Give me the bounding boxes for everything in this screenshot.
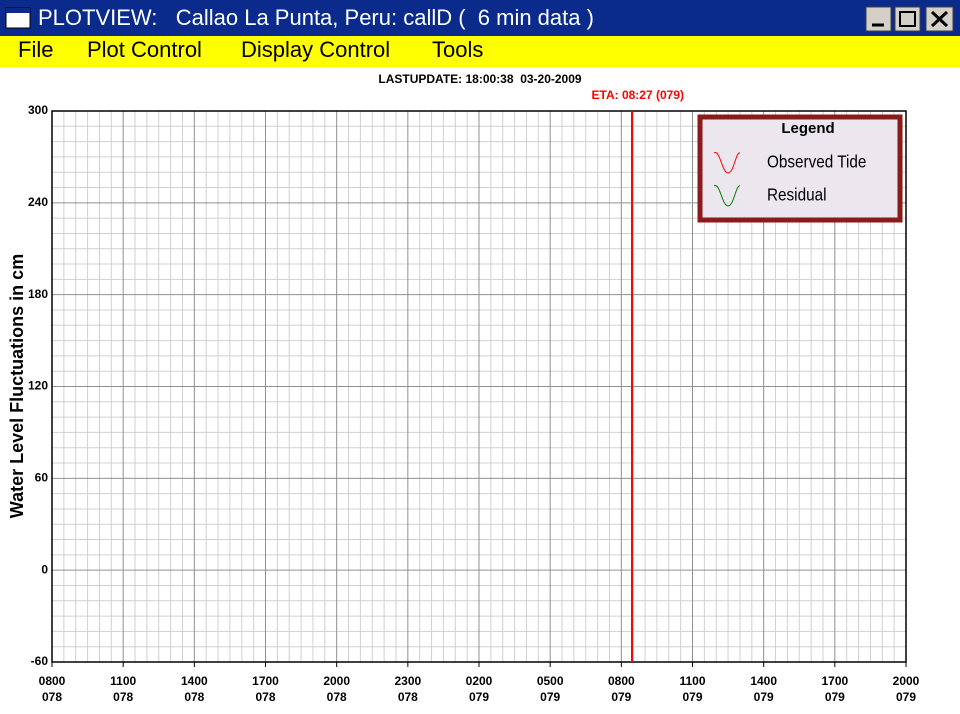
menu-bar [0,36,960,67]
legend-label: Observed Tide [767,152,866,172]
y-tick-label: -60 [31,654,49,668]
maximize-button[interactable] [894,6,921,32]
legend-icon [713,152,741,174]
close-icon [930,10,949,28]
y-tick-label: 60 [35,471,49,485]
x-tick-label: 1100 079 [679,674,705,704]
window-buttons [865,6,954,32]
y-tick-label: 0 [41,562,48,576]
plot-frame [51,110,907,663]
legend-title: Legend [781,120,834,137]
x-tick-label: 0200 079 [466,674,493,704]
y-tick-label: 120 [28,379,48,393]
eta-label: ETA: 08:27 (079) [592,88,684,102]
x-tick-label: 1700 079 [821,674,848,704]
x-tick-label: 1400 079 [750,674,777,704]
menu-item[interactable]: Tools [432,37,483,62]
app-icon-bar [6,8,30,13]
window-title: PLOTVIEW: Callao La Punta, Peru: callD (… [38,5,594,30]
x-tick-label: 2000 079 [893,674,920,704]
x-tick-label: 1400 078 [181,674,208,704]
y-tick-label: 240 [28,195,48,209]
y-tick-label: 300 [28,103,48,117]
x-tick-label: 0800 079 [608,674,635,704]
y-tick-label: 180 [28,287,48,301]
menu-item[interactable]: File [18,37,53,62]
x-tick-label: 1700 078 [252,674,279,704]
x-tick-label: 1100 078 [110,674,136,704]
title-bar [0,0,960,36]
x-tick-label: 2000 078 [323,674,350,704]
menu-item[interactable]: Display Control [241,37,390,62]
x-tick-label: 0500 079 [537,674,564,704]
maximize-icon [899,11,916,27]
menu-item[interactable]: Plot Control [87,37,202,62]
minimize-button[interactable] [865,6,892,32]
menu: File Plot Control Display Control Tools [18,37,483,62]
x-tick-label: 2300 078 [394,674,421,704]
last-update: LASTUPDATE: 18:00:38 03-20-2009 [378,72,582,86]
x-tick-label: 0800 078 [39,674,66,704]
y-axis-label: Water Level Fluctuations in cm [7,254,27,518]
legend-icon [713,185,741,207]
legend-box [697,114,903,223]
legend-label: Residual [767,185,826,205]
